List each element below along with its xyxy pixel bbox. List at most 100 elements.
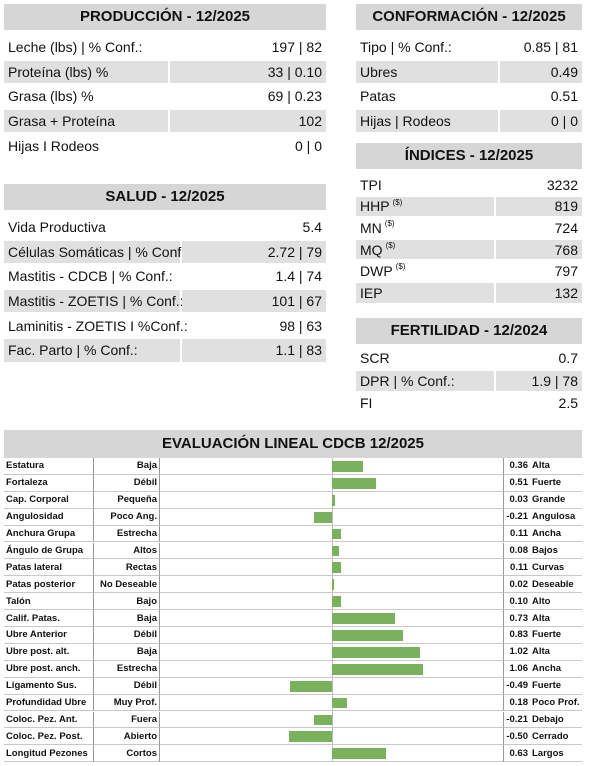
bar [332, 461, 363, 472]
chart-cell [160, 593, 504, 611]
row-label: Hijas I Rodeos [4, 134, 168, 157]
row-label: HHP ($) [356, 196, 494, 217]
label-text: Tipo | % Conf.: [360, 39, 452, 56]
row-value: 101 | 67 [182, 289, 326, 313]
label-text: Proteína (lbs) % [8, 63, 109, 80]
row-value: 98 | 63 [279, 317, 322, 334]
label-note: ($) [392, 197, 403, 207]
trait-name: Angulosidad [4, 508, 94, 526]
bar [332, 579, 334, 591]
trait-name: Ángulo de Grupa [4, 542, 94, 560]
high-label: Ancha [530, 661, 582, 678]
bar [332, 697, 348, 709]
high-label: Alta [530, 610, 582, 627]
label-text: Mastitis - ZOETIS | % Conf.: [8, 293, 184, 310]
row-label: Ubres [356, 60, 498, 84]
bar [332, 630, 404, 641]
bar [332, 663, 424, 675]
row-label: Laminitis - ZOETIS I %Conf.: [4, 314, 188, 337]
label-text: Mastitis - CDCB | % Conf.: [8, 268, 173, 285]
value-label: 0.63 [504, 745, 530, 763]
row-label: Leche (lbs) | % Conf.: [4, 36, 168, 59]
row-value: 2.72 | 79 [182, 240, 326, 264]
trait-name: Coloc. Pez. Ant. [4, 711, 94, 729]
label-text: SCR [360, 350, 390, 367]
value-label: 0.10 [504, 593, 530, 611]
row-value: 0 | 0 [500, 109, 582, 133]
high-label: Fuerte [530, 627, 582, 644]
row-label: Grasa (lbs) % [4, 85, 168, 108]
row-label: MQ ($) [356, 239, 494, 260]
label-text: HHP [360, 198, 390, 215]
row-label: Hijas | Rodeos [356, 109, 498, 133]
low-label: Muy Prof. [94, 694, 160, 712]
row-value: 102 [170, 109, 326, 133]
row-label: Vida Productiva [4, 216, 180, 239]
chart-cell [160, 694, 504, 712]
chart-cell [160, 711, 504, 729]
high-label: Grande [530, 492, 582, 509]
chart-cell [160, 525, 504, 543]
low-label: Débil [94, 677, 160, 695]
chart-cell [160, 660, 504, 678]
row-label: DWP ($) [356, 261, 494, 281]
chart-cell [160, 677, 504, 695]
high-label: Fuerte [530, 678, 582, 695]
trait-name: Cap. Corporal [4, 491, 94, 509]
value-label: 0.83 [504, 627, 530, 644]
trait-name: Patas posterior [4, 576, 94, 594]
low-label: Altos [94, 542, 160, 560]
bar [332, 562, 342, 574]
label-note: ($) [385, 240, 396, 250]
trait-name: Ubre Anterior [4, 627, 94, 644]
high-label: Largos [530, 745, 582, 763]
row-value: 819 [496, 196, 582, 217]
bar [332, 545, 339, 557]
value-label: 0.02 [504, 576, 530, 594]
label-text: Hijas | Rodeos [360, 113, 451, 130]
zero-axis [332, 458, 333, 763]
row-value: 197 | 82 [271, 39, 322, 56]
value-label: -0.50 [504, 728, 530, 746]
row-label: Proteína (lbs) % [4, 60, 168, 84]
row-value: 33 | 0.10 [170, 60, 326, 84]
low-label: Baja [94, 610, 160, 627]
low-label: Estrecha [94, 525, 160, 543]
value-label: 1.06 [504, 661, 530, 678]
label-text: Laminitis - ZOETIS I %Conf.: [8, 317, 188, 334]
bar [289, 731, 332, 743]
trait-name: Talón [4, 593, 94, 611]
row-value: 132 [496, 283, 582, 303]
label-text: FI [360, 395, 373, 412]
bar [332, 613, 395, 624]
low-label: Cortos [94, 745, 160, 763]
value-label: 0.18 [504, 695, 530, 712]
low-label: Pequeña [94, 491, 160, 509]
low-label: Baja [94, 643, 160, 661]
label-text: Grasa (lbs) % [8, 88, 94, 105]
row-value: 797 [554, 263, 578, 280]
row-label: TPI [356, 175, 494, 195]
label-text: Grasa + Proteína [8, 113, 116, 130]
value-label: -0.49 [504, 678, 530, 695]
label-text: IEP [360, 284, 383, 301]
bar [313, 714, 332, 726]
row-value: 724 [554, 219, 578, 236]
value-label: 0.73 [504, 610, 530, 627]
row-value: 3232 [546, 176, 578, 193]
trait-name: Longitud Pezones [4, 745, 94, 763]
value-label: 1.02 [504, 644, 530, 661]
row-value: 2.5 [558, 395, 578, 412]
row-value: 5.4 [302, 219, 322, 236]
label-text: Ubres [360, 63, 398, 80]
trait-name: Ligamento Sus. [4, 677, 94, 695]
trait-name: Patas lateral [4, 559, 94, 577]
chart-cell [160, 491, 504, 509]
row-value: 0.49 [500, 60, 582, 84]
low-label: Débil [94, 474, 160, 492]
label-text: MQ [360, 241, 383, 258]
row-value: 768 [496, 239, 582, 260]
trait-name: Fortaleza [4, 474, 94, 492]
panel-header: EVALUACIÓN LINEAL CDCB 12/2025 [4, 430, 582, 458]
chart-cell [160, 508, 504, 526]
